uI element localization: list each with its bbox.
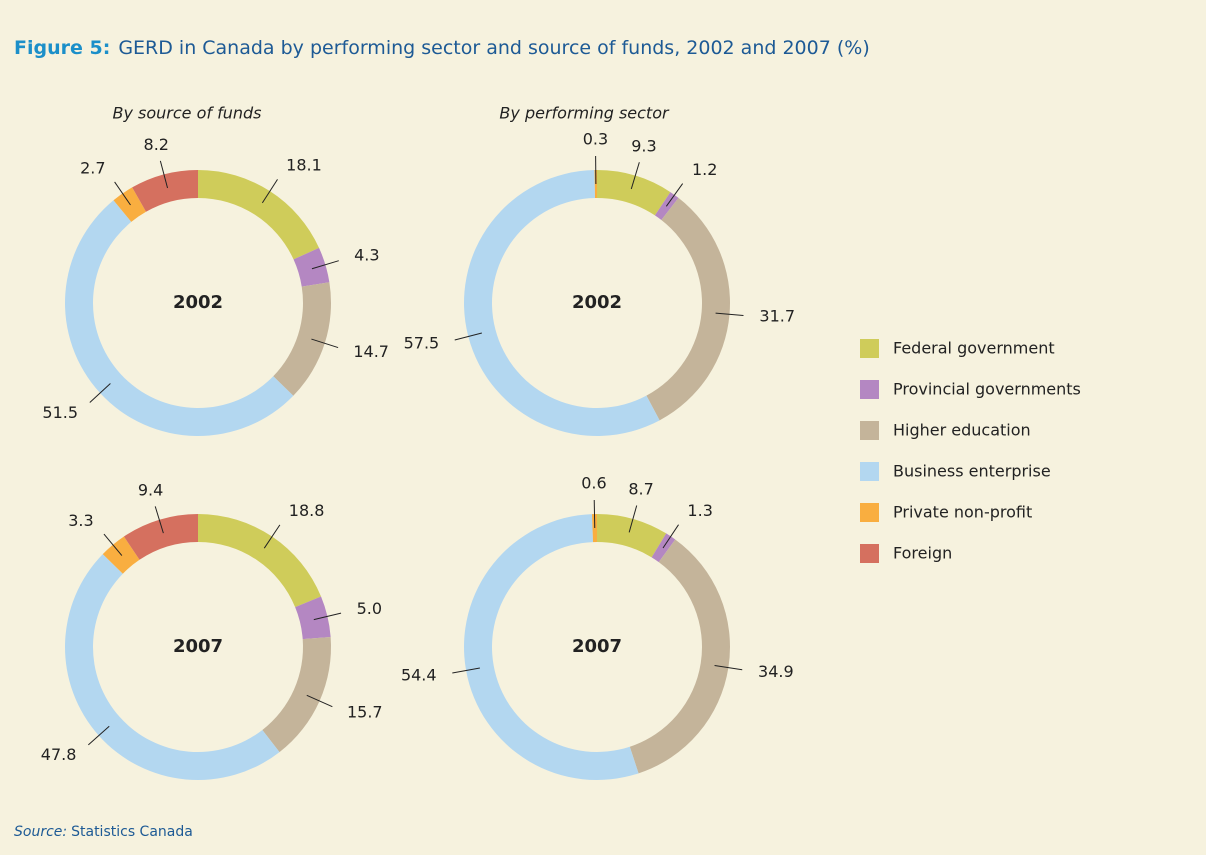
leader-line [454,332,482,341]
legend-label: Private non-profit [893,503,1032,522]
donut-segment [597,170,671,216]
donut-segment [198,170,320,260]
source-text: Statistics Canada [71,824,193,840]
donut-segment [198,514,322,608]
center-label: 2007 [572,636,622,657]
donut-segment [597,514,667,558]
leader-line [88,725,110,746]
legend-label: Foreign [893,544,952,563]
data-label: 9.4 [138,481,163,500]
data-label: 3.3 [68,511,93,530]
data-label: 1.3 [687,501,712,520]
source-label: Source: [14,824,67,840]
donut-segment [273,282,331,396]
data-label: 9.3 [631,136,656,155]
leader-line [662,524,679,549]
leader-line [311,338,339,349]
data-label: 0.6 [581,474,606,493]
donut-segment [594,170,597,199]
data-label: 31.7 [759,306,795,325]
leader-line [263,524,281,549]
leader-line [159,160,169,189]
leader-line [628,505,638,533]
leader-line [630,162,640,190]
data-label: 2.7 [80,158,105,177]
data-label: 57.5 [404,334,440,353]
data-label: 1.2 [692,160,717,179]
legend-swatch [860,380,879,399]
center-label: 2002 [572,292,622,313]
donut-segment [629,539,731,774]
data-label: 51.5 [42,403,78,422]
legend-label: Higher education [893,421,1031,440]
leader-line [103,533,123,556]
donut-segment [646,197,730,421]
donut-segment [64,554,280,781]
leader-line [313,612,342,621]
legend-swatch [860,503,879,522]
source: Source: Statistics Canada [14,824,193,840]
donut-segment [591,514,597,543]
data-label: 18.1 [286,155,322,174]
data-label: 18.8 [289,501,325,520]
leader-line [114,181,131,206]
leader-line [714,664,743,671]
legend-label: Federal government [893,339,1055,358]
donut-segment [262,636,331,753]
legend-swatch [860,544,879,563]
leader-line [593,500,596,529]
legend-swatch [860,462,879,481]
data-label: 15.7 [347,703,383,722]
legend-swatch [860,339,879,358]
leader-line [154,506,164,534]
donut-segment [464,514,639,780]
donut-segment [295,596,331,640]
data-label: 8.7 [628,480,653,499]
leader-line [89,383,111,403]
data-label: 0.3 [583,130,608,149]
data-label: 47.8 [41,745,77,764]
leader-line [311,260,339,270]
data-label: 34.9 [758,662,794,681]
legend-swatch [860,421,879,440]
donut-segment [132,170,198,212]
donut-segment [293,247,330,287]
leader-line [452,667,480,674]
legend-label: Provincial governments [893,380,1081,399]
leader-line [306,694,333,708]
data-label: 4.3 [354,246,379,265]
figure-label: Figure 5: [14,37,110,59]
data-label: 54.4 [401,665,437,684]
center-label: 2002 [173,292,223,313]
donut-segment [64,200,294,437]
data-label: 5.0 [357,599,382,618]
leader-line [261,179,278,204]
figure-title-text: GERD in Canada by performing sector and … [118,37,869,59]
center-label: 2007 [173,636,223,657]
chart-subtitle: By performing sector [499,104,670,123]
data-label: 8.2 [144,135,169,154]
data-label: 14.7 [353,342,389,361]
leader-line [665,183,684,207]
figure-title: Figure 5: GERD in Canada by performing se… [14,37,870,59]
legend-label: Business enterprise [893,462,1051,481]
chart-subtitle: By source of funds [112,104,261,123]
donut-segment [123,514,198,560]
donut-segment [464,170,660,437]
leader-line [715,312,744,316]
